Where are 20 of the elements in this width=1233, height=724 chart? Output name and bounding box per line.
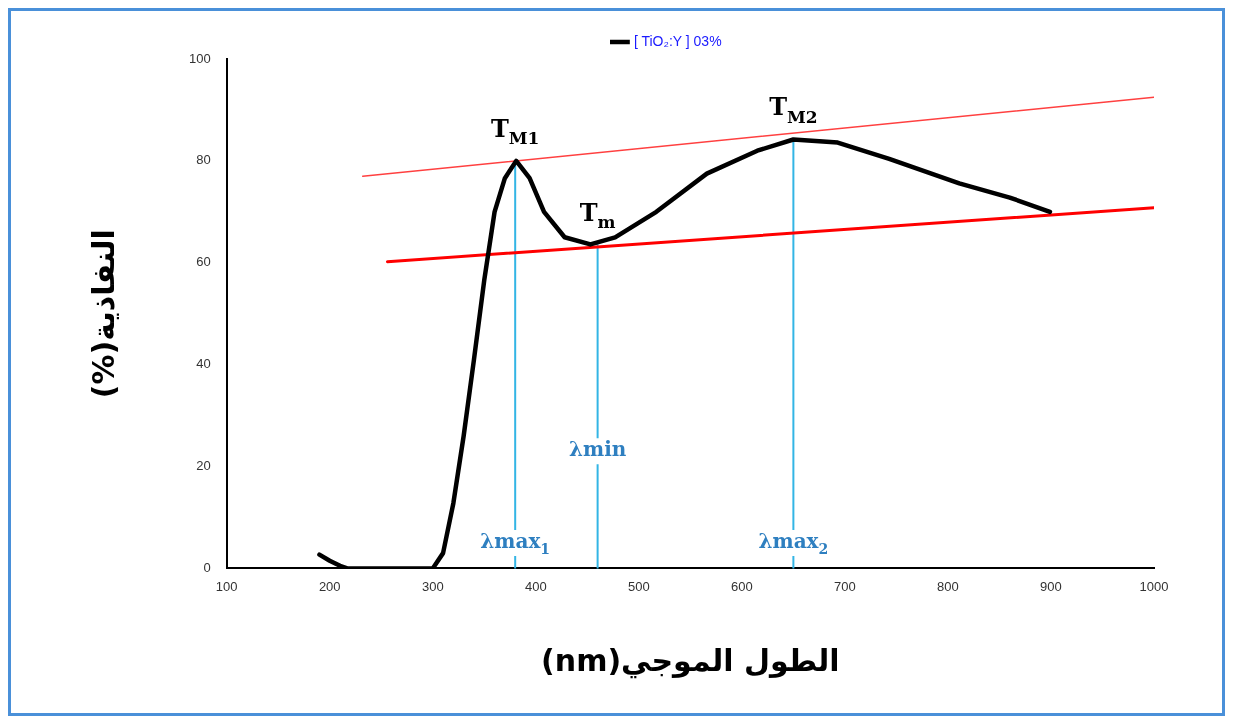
x-tick-label: 200 <box>318 578 341 594</box>
x-tick-label: 600 <box>731 578 753 594</box>
y-tick-label: 100 <box>188 50 211 66</box>
x-tick-label: 400 <box>524 578 547 594</box>
annotation: λmin <box>568 437 627 462</box>
x-tick-label: 900 <box>1040 578 1062 594</box>
y-tick-label: 60 <box>196 254 211 270</box>
y-tick-label: 20 <box>196 458 211 474</box>
legend-label: [ TiO₂:Y ] 03% <box>633 32 722 49</box>
x-tick-label: 700 <box>834 578 856 594</box>
y-tick-label: 40 <box>196 356 211 372</box>
y-tick-label: 0 <box>203 559 211 575</box>
y-axis-title: النفاذية(%) <box>86 229 122 399</box>
x-tick-label: 1000 <box>1139 578 1169 594</box>
x-axis-title: الطول الموجي(nm) <box>541 643 840 680</box>
y-tick-label: 80 <box>196 152 211 168</box>
x-tick-label: 500 <box>627 578 650 594</box>
x-tick-label: 100 <box>215 578 238 594</box>
x-tick-label: 800 <box>937 578 959 594</box>
x-tick-label: 300 <box>421 578 444 594</box>
